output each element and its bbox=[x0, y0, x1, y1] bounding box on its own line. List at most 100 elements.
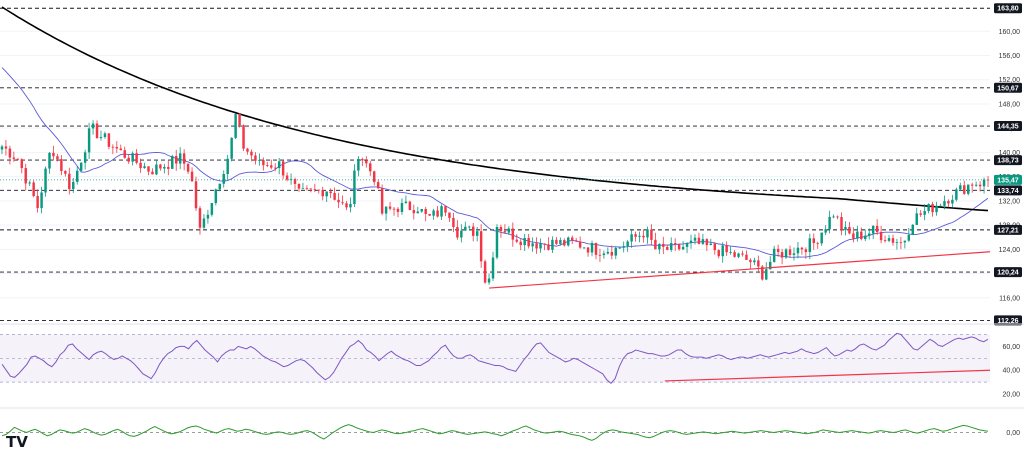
candle[interactable] bbox=[309, 188, 313, 193]
candle[interactable] bbox=[658, 243, 661, 254]
candle[interactable] bbox=[471, 222, 475, 242]
candle[interactable] bbox=[273, 163, 277, 172]
candle[interactable] bbox=[729, 246, 732, 255]
candle[interactable] bbox=[123, 146, 126, 159]
candle[interactable] bbox=[867, 228, 871, 240]
candle[interactable] bbox=[765, 262, 768, 281]
candle[interactable] bbox=[44, 166, 47, 197]
candle[interactable] bbox=[384, 206, 388, 221]
candle[interactable] bbox=[907, 227, 911, 242]
candle[interactable] bbox=[666, 245, 669, 251]
candle[interactable] bbox=[416, 206, 420, 214]
candle[interactable] bbox=[966, 184, 970, 196]
candle[interactable] bbox=[436, 206, 439, 218]
candle[interactable] bbox=[804, 247, 808, 259]
candle[interactable] bbox=[353, 164, 356, 207]
candle[interactable] bbox=[563, 238, 566, 247]
candle[interactable] bbox=[115, 141, 119, 153]
candle[interactable] bbox=[523, 233, 526, 251]
candle[interactable] bbox=[87, 122, 91, 160]
candle[interactable] bbox=[444, 205, 447, 217]
candle[interactable] bbox=[75, 166, 79, 185]
candle[interactable] bbox=[392, 207, 396, 216]
candle[interactable] bbox=[701, 233, 705, 246]
candle[interactable] bbox=[737, 252, 740, 259]
candle[interactable] bbox=[396, 207, 400, 218]
candle[interactable] bbox=[202, 214, 206, 229]
candle[interactable] bbox=[943, 195, 946, 210]
candle[interactable] bbox=[654, 232, 657, 250]
candle[interactable] bbox=[899, 236, 903, 250]
candle[interactable] bbox=[749, 258, 752, 270]
candle[interactable] bbox=[464, 221, 467, 231]
candle[interactable] bbox=[277, 157, 281, 175]
candle[interactable] bbox=[642, 229, 645, 243]
rsi-trendline[interactable] bbox=[664, 369, 991, 382]
candle[interactable] bbox=[60, 155, 63, 176]
candle[interactable] bbox=[499, 224, 503, 238]
candle[interactable] bbox=[262, 157, 265, 171]
candle[interactable] bbox=[68, 167, 71, 195]
candle[interactable] bbox=[816, 241, 819, 249]
candle[interactable] bbox=[293, 177, 297, 190]
candle[interactable] bbox=[285, 172, 289, 182]
candle[interactable] bbox=[301, 182, 305, 190]
candle[interactable] bbox=[820, 232, 823, 246]
candle[interactable] bbox=[590, 240, 594, 257]
candle[interactable] bbox=[206, 209, 210, 224]
candle[interactable] bbox=[915, 207, 918, 226]
candle[interactable] bbox=[931, 201, 934, 217]
candle[interactable] bbox=[159, 163, 162, 171]
candle[interactable] bbox=[468, 225, 471, 230]
candle[interactable] bbox=[681, 241, 685, 251]
candle[interactable] bbox=[317, 189, 321, 194]
candle[interactable] bbox=[555, 237, 558, 245]
candle[interactable] bbox=[503, 224, 507, 233]
candle[interactable] bbox=[982, 177, 986, 194]
candle[interactable] bbox=[828, 210, 831, 234]
candle[interactable] bbox=[646, 226, 649, 244]
candle[interactable] bbox=[788, 245, 792, 258]
candle[interactable] bbox=[36, 189, 39, 213]
candle[interactable] bbox=[487, 273, 491, 285]
candle[interactable] bbox=[978, 181, 982, 192]
candle[interactable] bbox=[361, 157, 364, 167]
candle[interactable] bbox=[305, 185, 309, 191]
candle[interactable] bbox=[634, 231, 637, 242]
candle[interactable] bbox=[745, 250, 748, 260]
candle[interactable] bbox=[883, 235, 887, 243]
candle[interactable] bbox=[131, 151, 134, 166]
candle[interactable] bbox=[895, 238, 899, 250]
candle[interactable] bbox=[99, 130, 103, 141]
candle[interactable] bbox=[16, 158, 20, 161]
candle[interactable] bbox=[733, 250, 736, 258]
candle[interactable] bbox=[911, 223, 915, 236]
candle[interactable] bbox=[246, 147, 249, 155]
candle[interactable] bbox=[412, 204, 416, 220]
candle[interactable] bbox=[559, 237, 562, 246]
candle[interactable] bbox=[135, 149, 138, 165]
candle[interactable] bbox=[796, 241, 800, 259]
candle[interactable] bbox=[887, 234, 891, 243]
candle[interactable] bbox=[598, 248, 602, 262]
candle[interactable] bbox=[198, 206, 202, 235]
candle[interactable] bbox=[852, 227, 855, 243]
candle[interactable] bbox=[79, 162, 83, 172]
candle[interactable] bbox=[578, 236, 582, 249]
candle[interactable] bbox=[582, 247, 586, 249]
candle[interactable] bbox=[860, 227, 863, 241]
candle[interactable] bbox=[693, 234, 697, 245]
candle[interactable] bbox=[238, 113, 241, 128]
candle[interactable] bbox=[83, 149, 87, 170]
candle[interactable] bbox=[103, 131, 107, 139]
candle[interactable] bbox=[250, 149, 253, 162]
candle[interactable] bbox=[567, 236, 570, 247]
candle[interactable] bbox=[891, 234, 895, 246]
candle[interactable] bbox=[297, 183, 301, 192]
candle[interactable] bbox=[420, 208, 423, 213]
candle[interactable] bbox=[40, 186, 43, 214]
candle[interactable] bbox=[404, 195, 408, 204]
candle[interactable] bbox=[875, 219, 879, 235]
candle[interactable] bbox=[12, 151, 16, 162]
candle[interactable] bbox=[408, 200, 412, 211]
